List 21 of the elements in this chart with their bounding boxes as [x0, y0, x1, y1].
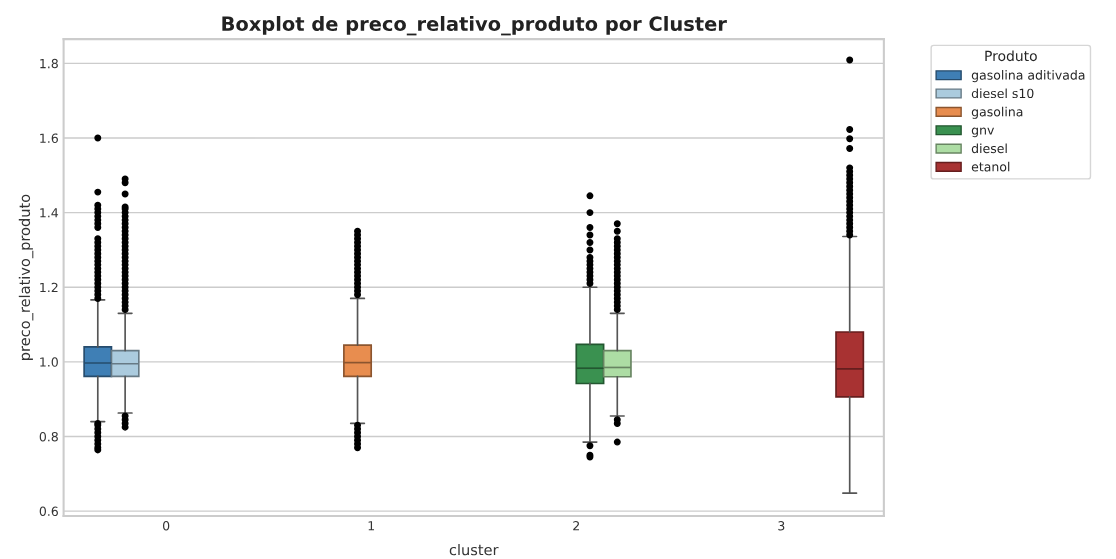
- y-axis-title: preco_relativo_produto: [18, 194, 34, 360]
- y-tick-label: 1.4: [40, 208, 59, 218]
- legend-title: Produto: [985, 50, 1037, 62]
- y-tick-label: 1.2: [40, 282, 58, 292]
- legend-label: gnv: [971, 127, 995, 138]
- x-tick-label: 2: [573, 521, 579, 531]
- y-tick-label: 1.8: [40, 58, 58, 69]
- legend-label: diesel s10: [971, 88, 1034, 99]
- x-tick-label: 1: [368, 521, 375, 531]
- legend-label: gasolina aditivada: [971, 70, 1085, 83]
- x-tick-label: 0: [162, 521, 170, 531]
- y-tick-label: 0.8: [39, 431, 58, 442]
- legend-label: gasolina: [971, 106, 1023, 119]
- x-axis-title: cluster: [449, 544, 499, 556]
- legend-label: etanol: [971, 161, 1010, 172]
- y-tick-label: 1.6: [40, 133, 58, 143]
- y-tick-label: 1.0: [40, 357, 58, 367]
- x-tick-label: 3: [778, 521, 785, 531]
- y-tick-label: 0.6: [39, 506, 58, 517]
- legend-label: diesel: [971, 143, 1007, 154]
- chart-title: Boxplot de preco_relativo_produto por Cluster: [222, 16, 727, 36]
